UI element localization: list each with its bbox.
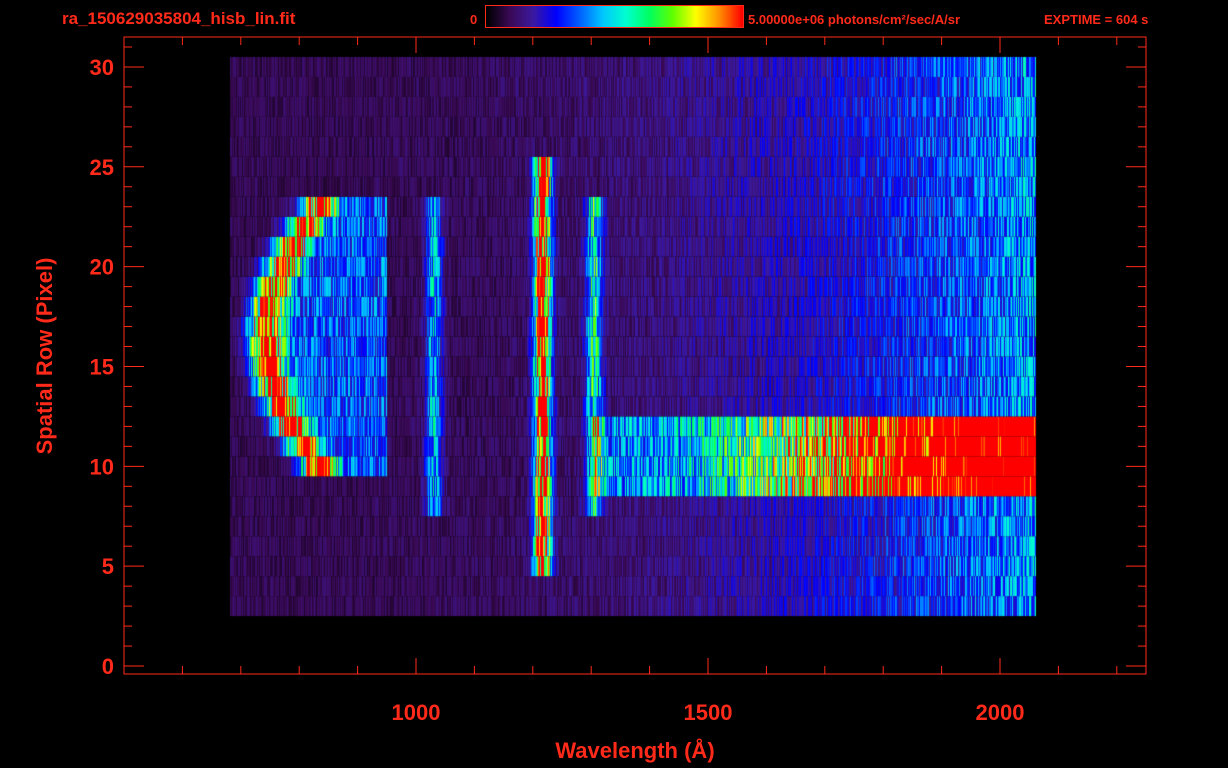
colorbar-min-label: 0 <box>470 12 478 27</box>
colorbar <box>485 5 744 28</box>
x-tick-label: 1000 <box>392 700 441 725</box>
y-axis-label: Spatial Row (Pixel) <box>32 258 57 455</box>
y-tick-label: 0 <box>102 654 114 679</box>
y-tick-label: 15 <box>90 354 114 379</box>
colorbar-max-label: 5.00000e+06 photons/cm²/sec/A/sr <box>748 12 961 27</box>
plot-frame <box>123 36 1147 675</box>
y-tick-label: 5 <box>102 554 114 579</box>
x-tick-label: 1500 <box>684 700 733 725</box>
axis-ticks: 1000 1500 2000 0 5 10 15 20 25 30 <box>90 37 1146 725</box>
y-tick-label: 30 <box>90 55 114 80</box>
y-tick-label: 20 <box>90 255 114 280</box>
file-title: ra_150629035804_hisb_lin.fit <box>62 9 296 28</box>
exposure-time-label: EXPTIME = 604 s <box>1044 12 1149 27</box>
x-axis-label: Wavelength (Å) <box>555 737 714 763</box>
x-tick-label: 2000 <box>976 700 1025 725</box>
heatmap-image <box>124 37 1146 674</box>
y-tick-label: 25 <box>90 155 114 180</box>
y-tick-label: 10 <box>90 454 114 479</box>
